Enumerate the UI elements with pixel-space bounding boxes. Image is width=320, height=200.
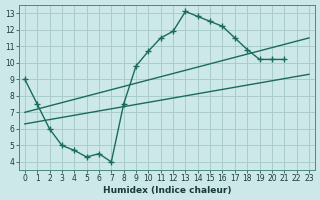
X-axis label: Humidex (Indice chaleur): Humidex (Indice chaleur) bbox=[103, 186, 231, 195]
